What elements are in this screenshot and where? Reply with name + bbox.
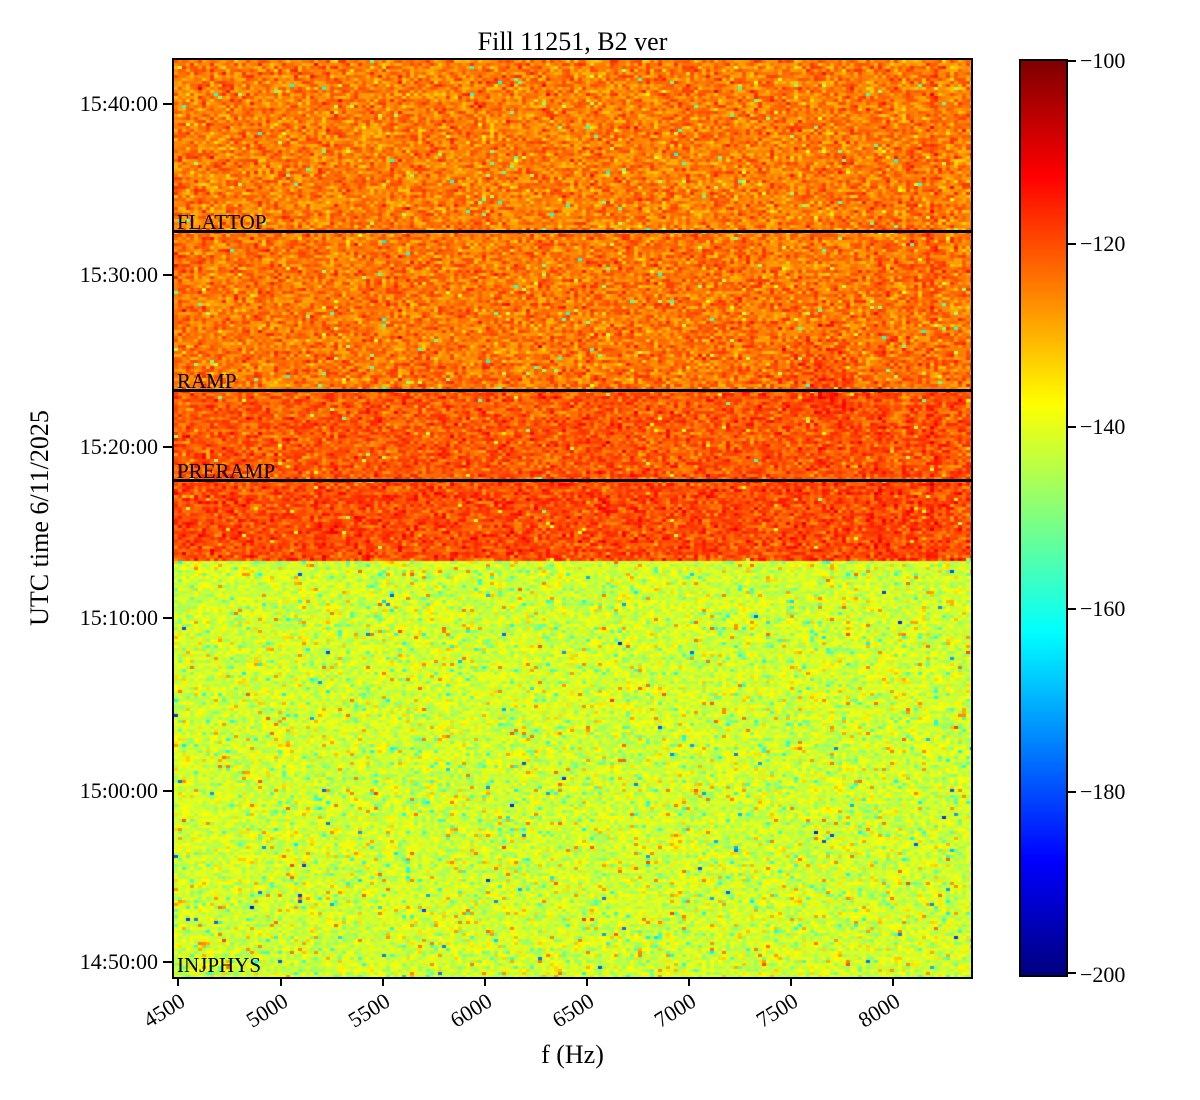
plot-area: FLATTOP RAMP PRERAMP INJPHYS xyxy=(172,58,973,979)
y-tick xyxy=(163,103,172,106)
y-tick-label: 15:10:00 xyxy=(79,605,158,631)
x-tick xyxy=(687,977,690,986)
colorbar-tick-label: −100 xyxy=(1080,48,1126,73)
colorbar-tick xyxy=(1068,60,1076,62)
y-tick-label: 14:50:00 xyxy=(79,949,158,975)
x-tick xyxy=(789,977,792,986)
beam-mode-label-ramp: RAMP xyxy=(177,369,237,393)
y-tick-label: 15:30:00 xyxy=(79,262,158,288)
colorbar-tick-label: −160 xyxy=(1080,596,1126,622)
x-axis-label: f (Hz) xyxy=(541,1040,604,1069)
y-tick xyxy=(163,445,172,448)
spectrogram-canvas xyxy=(174,60,971,977)
colorbar-tick xyxy=(1068,972,1076,974)
y-tick xyxy=(163,274,172,277)
y-tick-label: 15:20:00 xyxy=(79,433,158,459)
y-tick xyxy=(163,961,172,964)
x-tick xyxy=(891,977,894,986)
x-tick xyxy=(176,977,179,986)
y-tick-label: 15:40:00 xyxy=(79,91,158,117)
colorbar-tick-label: −200 xyxy=(1080,962,1126,987)
colorbar xyxy=(1019,59,1068,977)
colorbar-tick xyxy=(1068,425,1076,428)
beam-mode-line-preramp xyxy=(174,479,971,482)
y-tick xyxy=(163,789,172,792)
y-tick-label: 15:00:00 xyxy=(79,777,158,803)
y-tick xyxy=(163,617,172,620)
beam-mode-label-flattop: FLATTOP xyxy=(177,210,267,234)
beam-mode-line-ramp xyxy=(174,389,971,392)
beam-mode-label-preramp: PRERAMP xyxy=(177,459,276,483)
x-tick xyxy=(585,977,588,986)
chart-title: Fill 11251, B2 ver xyxy=(477,27,668,56)
colorbar-tick-label: −180 xyxy=(1080,779,1126,805)
x-tick xyxy=(279,977,282,986)
colorbar-tick xyxy=(1068,608,1076,611)
colorbar-tick-label: −120 xyxy=(1080,230,1126,256)
x-tick xyxy=(381,977,384,986)
beam-mode-label-injphys: INJPHYS xyxy=(177,953,262,977)
x-tick xyxy=(483,977,486,986)
colorbar-tick-label: −140 xyxy=(1080,413,1126,439)
colorbar-canvas xyxy=(1021,61,1066,975)
colorbar-tick xyxy=(1068,242,1076,245)
beam-mode-line-flattop xyxy=(174,230,971,233)
colorbar-tick xyxy=(1068,791,1076,794)
